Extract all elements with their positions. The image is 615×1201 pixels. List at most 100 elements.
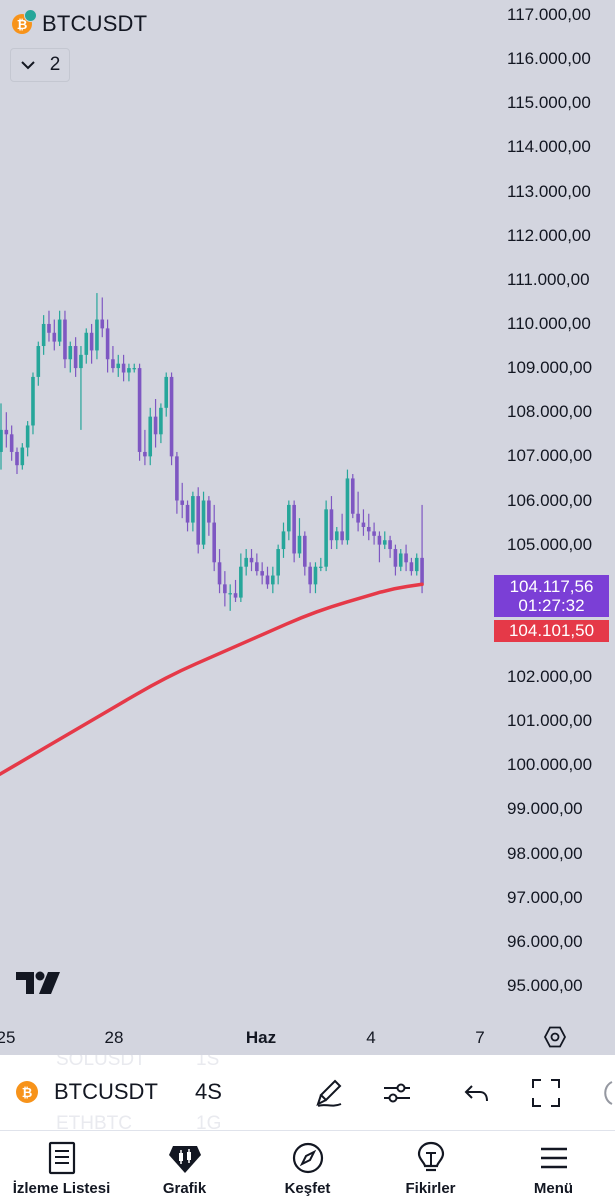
candle-body <box>228 593 232 595</box>
nav-label: Keşfet <box>284 1180 331 1197</box>
indicators-collapse-button[interactable]: 2 <box>10 48 70 82</box>
time-label: 28 <box>104 1028 124 1047</box>
candle <box>239 553 243 603</box>
candle <box>324 500 328 572</box>
candle-body <box>404 553 408 563</box>
candle-body <box>9 434 14 452</box>
moving-average-line <box>0 582 424 776</box>
price-chart[interactable] <box>0 0 615 1020</box>
candle-body <box>79 354 83 369</box>
ideas-icon <box>417 1141 444 1172</box>
nav-label: İzleme Listesi <box>12 1180 111 1197</box>
candle-body <box>127 368 131 373</box>
candle <box>73 337 78 377</box>
candle <box>393 544 398 576</box>
candle <box>228 584 232 611</box>
fullscreen-icon[interactable] <box>530 1077 562 1109</box>
tradingview-logo-icon[interactable] <box>16 970 62 996</box>
candle <box>244 549 248 576</box>
candle-body <box>244 557 248 567</box>
indicator-count: 2 <box>49 54 61 75</box>
nav-item-watchlist[interactable]: İzleme Listesi <box>0 1131 123 1201</box>
candle <box>84 328 89 364</box>
nav-item-ideas[interactable]: Fikirler <box>369 1131 492 1201</box>
chart-settings-icon[interactable] <box>543 1025 567 1049</box>
price-tick-label: 95.000,00 <box>507 976 583 995</box>
ghost-symbol: ETHBTC <box>56 1113 132 1130</box>
price-tick-label: 112.000,00 <box>507 225 591 245</box>
candle <box>366 513 371 541</box>
last-price: 104.117,56 <box>509 577 594 596</box>
bottom-toolbar: SOLUSDT 1S ETHBTC 1G ₿ BTCUSDT 4S <box>0 1055 615 1130</box>
candle-body <box>233 593 238 598</box>
candle <box>217 549 222 594</box>
candle <box>388 535 392 558</box>
price-tick-label: 102.000,00 <box>507 667 593 687</box>
candle <box>361 509 366 536</box>
symbol-title: BTCUSDT <box>42 11 148 36</box>
price-tick-label: 108.000,00 <box>507 402 593 422</box>
candle <box>420 504 424 594</box>
candle <box>350 474 355 519</box>
candle <box>201 491 206 550</box>
interval-selector[interactable]: 4S <box>195 1079 222 1104</box>
price-axis[interactable]: 117.000,00 116.000,00 115.000,00 114.000,00… <box>490 0 615 1020</box>
candle-body <box>20 447 25 466</box>
candle-body <box>393 549 398 567</box>
candle <box>345 469 350 545</box>
candle-body <box>372 531 376 536</box>
price-tick-label: 117.000,00 <box>507 5 591 24</box>
bitcoin-icon: ₿ <box>12 9 37 34</box>
candle <box>180 482 185 519</box>
candle-body <box>89 332 94 351</box>
candle-body <box>25 425 30 448</box>
candle <box>377 531 382 563</box>
candle <box>185 500 190 532</box>
time-label: 4 <box>366 1028 376 1047</box>
candle-body <box>303 535 307 567</box>
brush-icon[interactable] <box>313 1077 345 1109</box>
candle <box>79 346 83 430</box>
nav-item-menu[interactable]: Menü <box>492 1131 615 1201</box>
time-axis[interactable]: 25 28 Haz 4 7 <box>0 1020 615 1055</box>
undo-icon[interactable] <box>461 1077 493 1109</box>
chart-area[interactable]: ₿ BTCUSDT 2 117.000,00 116.000,00 115.000,… <box>0 0 615 1055</box>
candle <box>105 319 110 373</box>
candle <box>329 496 334 550</box>
candle <box>207 496 211 536</box>
indicators-icon[interactable] <box>381 1077 413 1109</box>
candle-body <box>414 557 419 572</box>
candle <box>132 363 137 373</box>
candle <box>25 421 30 457</box>
candle-body <box>73 346 78 369</box>
candle-body <box>31 376 35 426</box>
price-tick-label: 98.000,00 <box>507 843 583 863</box>
candle <box>121 354 126 382</box>
candle <box>4 412 9 448</box>
candle-body <box>63 319 67 360</box>
nav-item-explore[interactable]: Keşfet <box>246 1131 369 1201</box>
candle-body <box>185 504 190 523</box>
candle <box>20 443 25 470</box>
candle <box>175 451 179 514</box>
candle-body <box>361 522 366 527</box>
candle-body <box>191 496 195 523</box>
price-tick-label: 101.000,00 <box>507 711 593 731</box>
symbol-selector[interactable]: BTCUSDT <box>54 1079 158 1104</box>
bitcoin-icon: ₿ <box>16 1081 38 1103</box>
candle-body <box>169 376 174 457</box>
more-partial-icon[interactable] <box>598 1077 615 1109</box>
candle <box>36 341 41 386</box>
candle-body <box>366 526 371 532</box>
candle-body <box>382 540 387 545</box>
candle-body <box>148 416 153 457</box>
candle-body <box>15 451 19 466</box>
exchange-badge-icon <box>24 9 37 22</box>
symbol-header[interactable]: ₿ BTCUSDT <box>12 8 147 40</box>
candle <box>372 522 376 545</box>
nav-item-chart[interactable]: Grafik <box>123 1131 246 1201</box>
candle-body <box>350 478 355 514</box>
candle-body <box>334 531 339 541</box>
moving-average-value: 104.101,50 <box>508 621 595 640</box>
candle-body <box>398 553 403 567</box>
